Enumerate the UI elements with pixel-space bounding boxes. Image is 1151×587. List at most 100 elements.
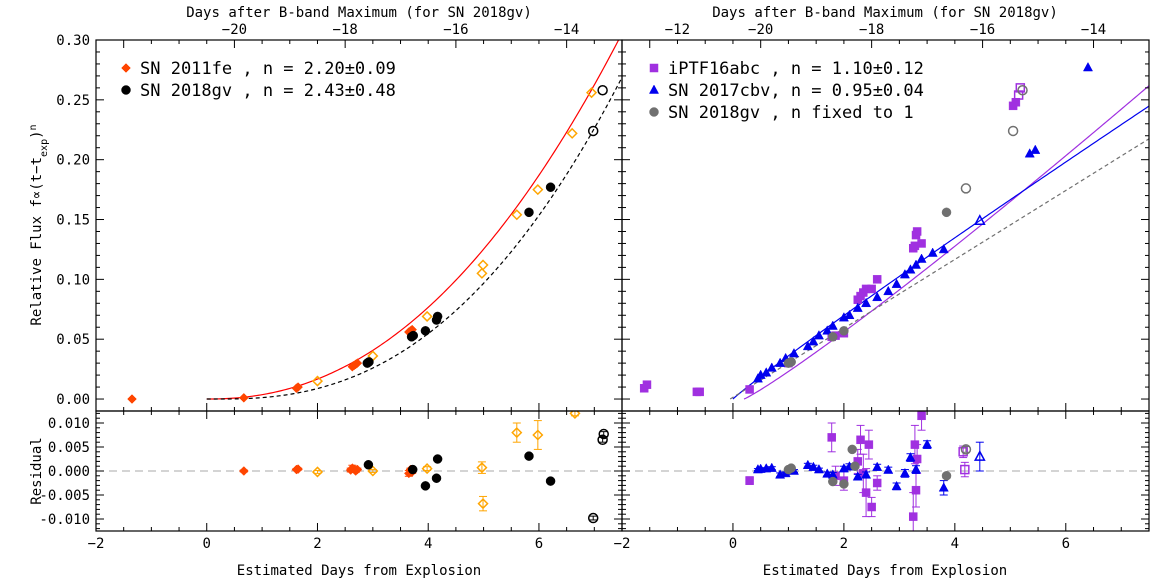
right-main-point [872, 291, 883, 302]
right-main-point [941, 207, 952, 218]
right-main-point [1030, 144, 1041, 154]
right-residual-point [899, 467, 910, 478]
y-axis-label-residual: Residual [29, 437, 45, 504]
right-residual-errorbar [975, 441, 984, 472]
left-residual-point [569, 411, 581, 419]
right-main-legend-label: iPTF16abc , n = 1.10±0.12 [668, 59, 924, 79]
right-residual-point [917, 411, 926, 421]
right-residual-point [883, 464, 894, 474]
right-main-point [844, 309, 855, 320]
right-residual-point [766, 462, 777, 472]
left-residual-point [598, 428, 609, 440]
right-residual-point [891, 480, 902, 491]
right-main-point [1082, 62, 1093, 72]
left-residual-point [524, 451, 534, 461]
left-main-ytick-label: 0.05 [56, 332, 90, 348]
right-main-top-tick-label: −18 [859, 22, 884, 38]
left-main-ytick-label: 0.15 [56, 213, 90, 229]
right-main-point [642, 380, 652, 389]
left-residual-points [238, 411, 609, 524]
left-residual-errorbar [512, 422, 521, 443]
left-residual-xtick-label: 4 [424, 536, 432, 552]
left-residual-xtick-label: −2 [88, 536, 105, 552]
left-main-point [293, 382, 303, 392]
right-main-point [910, 259, 922, 269]
right-main-point [927, 247, 938, 257]
left-main-point [524, 207, 534, 218]
right-residual-point [786, 463, 796, 473]
left-main-legend-marker [121, 63, 131, 73]
left-residual-point [363, 460, 374, 470]
left-residual-xtick-label: 6 [535, 536, 543, 552]
right-main-point [867, 284, 876, 294]
top-axis-label: Days after B-band Maximum (for SN 2018gv… [186, 5, 532, 21]
right-main-point [802, 340, 813, 351]
left-residual-ytick-label: -0.005 [39, 488, 90, 504]
left-residual-point [293, 464, 303, 474]
right-main-point [766, 362, 777, 372]
left-main-top-tick-label: −20 [222, 22, 247, 38]
left-residual-point [545, 476, 556, 486]
right-residual-xtick-label: −2 [614, 536, 631, 552]
left-residual-point [476, 462, 488, 474]
left-main-top-tick-label: −16 [443, 22, 468, 38]
left-main-legend-marker [121, 85, 131, 95]
right-main-point [827, 320, 838, 330]
left-main-top-tick-label: −12 [665, 22, 690, 38]
right-main-top-tick-label: −14 [1081, 22, 1106, 38]
left-main-legend-label: SN 2018gv , n = 2.43±0.48 [140, 81, 396, 101]
right-residual-point [839, 479, 849, 489]
right-main-point [788, 348, 799, 358]
right-residual-point [922, 439, 933, 449]
right-main-point [872, 275, 882, 284]
right-main-point [917, 239, 926, 248]
right-residual-point [941, 471, 952, 481]
right-main-point [916, 253, 927, 263]
right-main-point [695, 387, 704, 397]
left-residual-errorbar [589, 515, 598, 521]
left-main-ytick-label: 0.25 [56, 93, 90, 109]
left-residual-point [511, 427, 523, 439]
right-main-legend-marker [649, 63, 659, 73]
right-residual-xtick-label: 6 [1062, 536, 1070, 552]
right-residual-point [973, 450, 986, 461]
left-main-ytick-label: 0.20 [56, 153, 90, 169]
right-main-point [1015, 83, 1026, 93]
right-main-fit-curve-1 [732, 105, 1149, 400]
bottom-axis-label: Estimated Days from Explosion [237, 563, 481, 579]
bottom-axis-label-right: Estimated Days from Explosion [763, 563, 1007, 579]
right-main-point [761, 367, 772, 377]
left-residual-point [532, 429, 544, 441]
left-main-point [238, 392, 249, 403]
left-main-point [511, 209, 523, 221]
right-residual-point [960, 444, 972, 455]
left-main-point [477, 259, 489, 271]
right-residual-point [867, 502, 876, 512]
left-main-point [532, 184, 544, 196]
right-main-points [639, 62, 1093, 397]
right-main-point [899, 269, 910, 279]
right-main-point [1011, 97, 1021, 107]
right-main-point [938, 243, 949, 254]
right-main-point [828, 332, 838, 342]
left-main-point [352, 358, 363, 368]
right-residual-points [745, 411, 986, 531]
right-main-point [1007, 125, 1019, 137]
right-main-point [786, 357, 796, 367]
right-residual-point [864, 440, 874, 449]
right-residual-point [822, 468, 833, 478]
right-residual-point [960, 464, 970, 475]
left-main-fit-curve-1 [206, 77, 622, 400]
right-main-point [861, 297, 872, 308]
left-main-ytick-label: 0.10 [56, 272, 90, 288]
right-residual-point [861, 469, 872, 479]
right-main-top-tick-label: −20 [748, 22, 773, 38]
right-residual-point [910, 464, 922, 474]
right-residual-point [911, 485, 921, 495]
left-residual-point [432, 454, 443, 464]
right-main-fit-curve-0 [743, 85, 1149, 400]
right-residual-point [856, 435, 865, 445]
right-main-point [883, 285, 894, 296]
